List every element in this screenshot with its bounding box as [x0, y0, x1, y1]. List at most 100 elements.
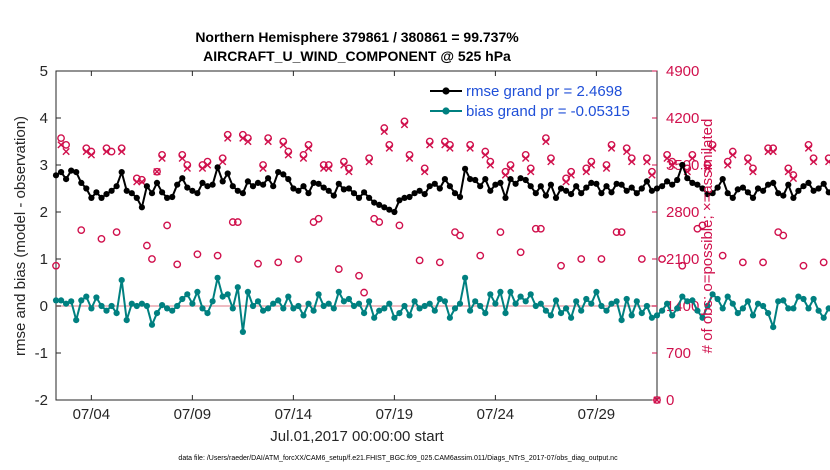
possible-obs-marker — [759, 258, 767, 267]
y-left-tick-label: 5 — [40, 63, 48, 80]
bias-point — [381, 305, 388, 312]
possible-obs-marker — [728, 147, 737, 156]
assimilated-obs-marker — [426, 141, 434, 149]
bias-point — [512, 300, 519, 307]
assimilated-obs-marker — [784, 168, 793, 176]
rmse-point — [224, 170, 231, 177]
rmse-point — [159, 189, 166, 196]
bias-point — [249, 302, 257, 310]
bias-point — [547, 312, 555, 319]
rmse-point — [446, 183, 453, 190]
possible-obs-marker — [476, 251, 485, 260]
possible-obs-marker — [597, 255, 606, 263]
possible-obs-marker — [612, 228, 621, 237]
legend-bias-label: bias grand pr = -0.05315 — [466, 103, 630, 120]
bias-point — [527, 291, 534, 298]
rmse-point — [628, 184, 635, 191]
x-tick-label: 07/14 — [275, 406, 313, 423]
bias-point — [73, 317, 80, 324]
assimilated-obs-marker — [218, 157, 227, 166]
possible-obs-marker — [819, 258, 828, 267]
rmse-point — [532, 190, 539, 197]
bias-point — [199, 305, 206, 312]
rmse-point — [320, 184, 327, 191]
rmse-point — [815, 185, 822, 192]
rmse-point — [189, 187, 196, 194]
rmse-point — [805, 179, 812, 186]
bias-point — [694, 307, 701, 314]
y-left-tick-label: 0 — [40, 298, 48, 315]
bias-point — [537, 300, 544, 307]
rmse-point — [638, 185, 645, 192]
rmse-point — [785, 181, 792, 188]
bias-point — [643, 302, 651, 310]
assimilated-obs-marker — [259, 164, 267, 173]
bias-point — [254, 298, 262, 305]
bias-point — [386, 300, 393, 307]
bias-point — [557, 310, 565, 317]
bias-point — [406, 312, 413, 319]
rmse-point — [679, 161, 686, 169]
rmse-point — [795, 187, 802, 194]
rmse-point — [214, 164, 221, 171]
bias-point — [775, 298, 782, 305]
chart-subtitle: AIRCRAFT_U_WIND_COMPONENT @ 525 hPa — [203, 48, 511, 64]
chart-title: Northern Hemisphere 379861 / 380861 = 99… — [195, 29, 519, 45]
rmse-point — [249, 183, 257, 190]
rmse-point — [472, 176, 479, 184]
bias-point — [280, 305, 287, 312]
bias-point — [583, 295, 590, 303]
bias-point — [674, 305, 681, 312]
bias-point — [623, 295, 630, 303]
assimilated-obs-marker — [809, 157, 818, 166]
rmse-point — [502, 194, 509, 201]
possible-obs-marker — [254, 259, 262, 268]
possible-obs-marker — [57, 134, 65, 143]
rmse-point — [800, 183, 807, 190]
bias-point — [456, 300, 464, 307]
bias-point — [285, 293, 292, 300]
assimilated-obs-marker — [789, 174, 798, 183]
rmse-point — [512, 180, 519, 187]
bias-point — [734, 310, 741, 317]
bias-point — [744, 298, 752, 305]
y-right-tick-label: 2100 — [666, 251, 699, 268]
rmse-point — [133, 194, 140, 201]
bias-point — [598, 302, 605, 310]
assimilated-obs-marker — [648, 171, 656, 179]
assimilated-obs-marker — [587, 161, 596, 169]
y-left-tick-label: -2 — [35, 392, 48, 409]
rmse-point — [229, 183, 236, 190]
assimilated-obs-marker — [340, 161, 348, 169]
rmse-point — [689, 179, 696, 186]
rmse-point — [411, 190, 418, 197]
bias-point — [603, 307, 610, 314]
y-left-tick-label: 1 — [40, 251, 48, 268]
assimilated-obs-marker — [239, 134, 247, 142]
bias-point — [729, 300, 736, 307]
rmse-point — [583, 184, 590, 191]
rmse-point — [608, 189, 615, 196]
assimilated-obs-marker — [57, 141, 65, 149]
y-left-tick-label: -1 — [35, 345, 48, 362]
rmse-point — [820, 180, 827, 187]
assimilated-obs-marker — [542, 137, 550, 146]
assimilated-obs-marker — [224, 134, 232, 142]
rmse-point — [684, 175, 691, 182]
assimilated-obs-marker — [87, 151, 96, 159]
bias-point — [169, 307, 176, 314]
rmse-point — [669, 181, 676, 188]
bias-point — [588, 300, 595, 307]
bias-point — [659, 307, 666, 314]
bias-point — [785, 305, 792, 312]
rmse-point — [497, 179, 504, 186]
bias-point — [98, 302, 105, 310]
rmse-point — [340, 186, 347, 193]
bias-point — [487, 291, 494, 298]
bias-point — [532, 302, 539, 310]
x-tick-label: 07/09 — [174, 406, 212, 423]
bias-point — [320, 302, 327, 310]
bias-point — [224, 291, 231, 298]
rmse-point — [118, 169, 125, 176]
